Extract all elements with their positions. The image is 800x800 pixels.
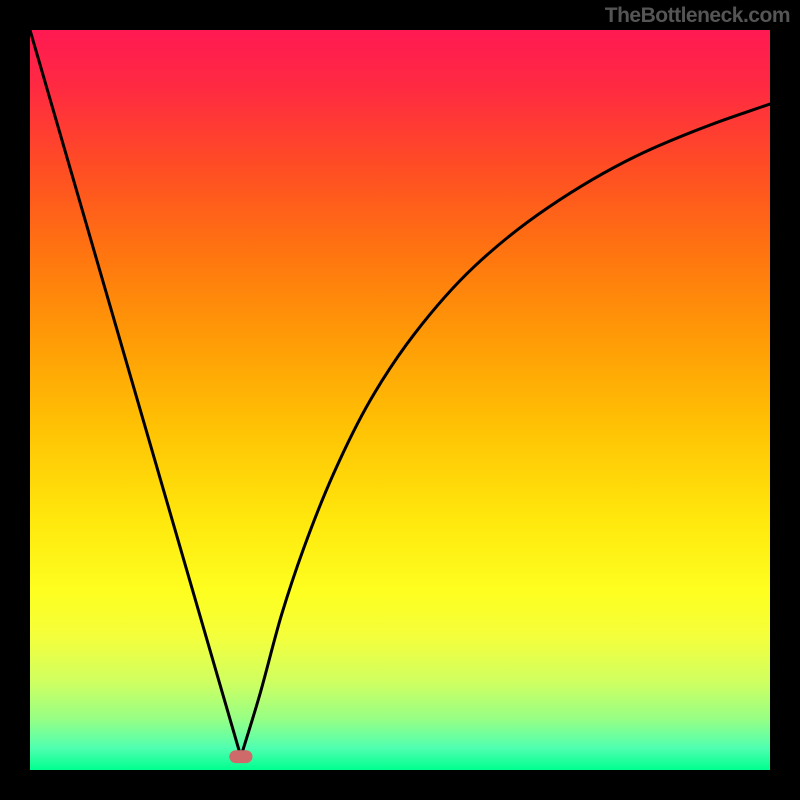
chart-container: TheBottleneck.com <box>0 0 800 800</box>
plot-background <box>30 30 770 770</box>
bottleneck-chart <box>30 30 770 770</box>
attribution-label: TheBottleneck.com <box>605 4 790 28</box>
sweet-spot-marker <box>230 751 252 763</box>
